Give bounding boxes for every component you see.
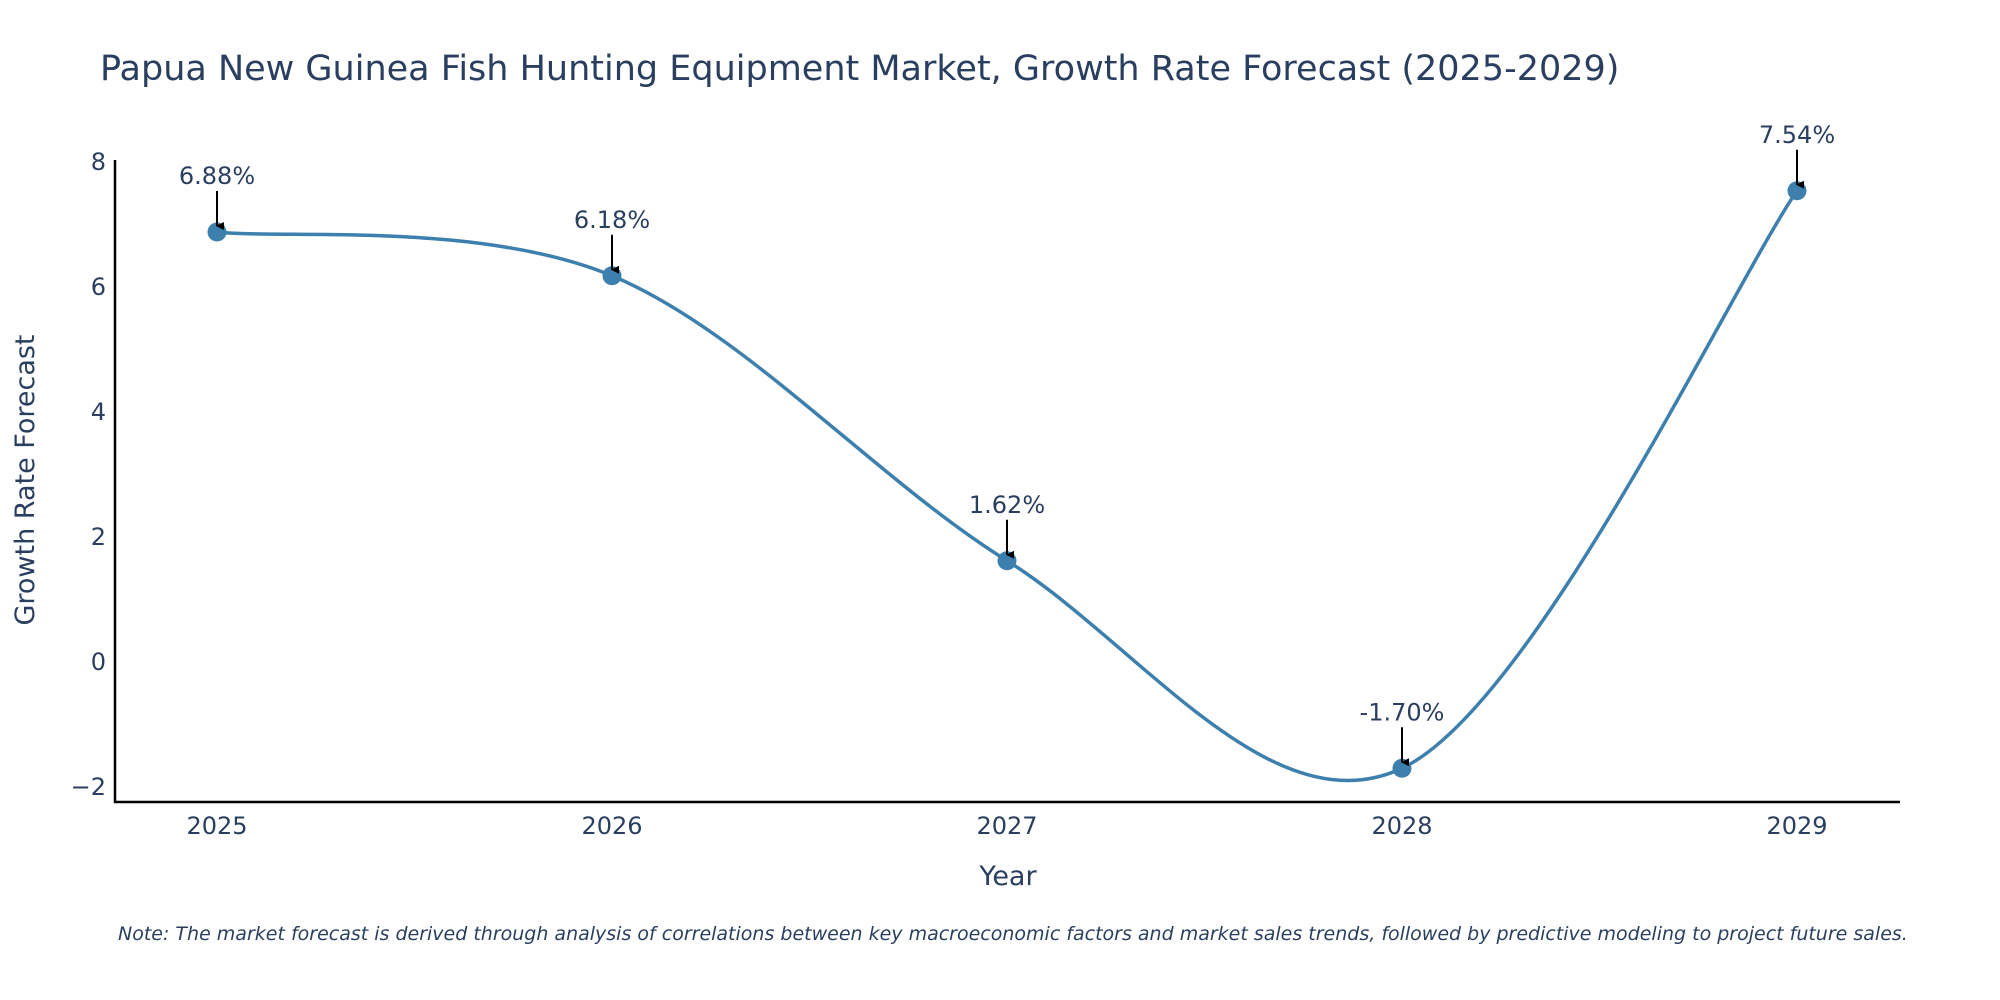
series-line [216,189,1799,783]
annotation-label: 7.54% [1759,121,1835,149]
y-tick-label: 6 [91,273,106,301]
annotation-label: 1.62% [969,491,1045,519]
x-tick-label: 2029 [1766,812,1827,840]
y-axis-title: Growth Rate Forecast [10,334,41,625]
x-tick-label: 2027 [976,812,1037,840]
x-axis-ticks: 2025 2026 2027 2028 2029 [186,812,1827,840]
x-tick-label: 2028 [1371,812,1432,840]
annotation-label: 6.88% [179,162,255,190]
x-axis-title: Year [978,861,1037,892]
y-tick-label: −2 [71,773,106,801]
x-tick-label: 2026 [581,812,642,840]
chart-title: Papua New Guinea Fish Hunting Equipment … [100,49,1619,89]
x-tick-label: 2025 [186,812,247,840]
y-tick-label: 2 [91,523,106,551]
annotation-label: -1.70% [1360,698,1445,726]
data-markers [207,181,1807,778]
y-axis-ticks: −2 0 2 4 6 8 [71,148,106,801]
y-tick-label: 0 [91,648,106,676]
footnote: Note: The market forecast is derived thr… [118,923,1908,945]
annotation-label: 6.18% [574,206,650,234]
y-tick-label: 4 [91,398,106,426]
data-annotations: 6.88% 6.18% 1.62% -1.70% 7.54% [179,121,1835,767]
y-tick-label: 8 [91,148,106,176]
